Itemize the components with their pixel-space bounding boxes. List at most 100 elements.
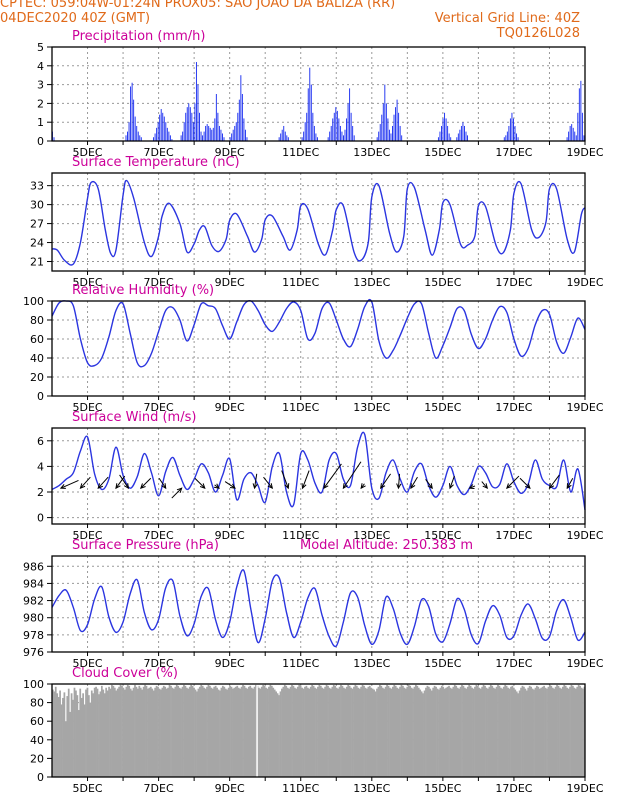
cloud-bar	[204, 688, 207, 777]
cloud-bar	[501, 688, 504, 777]
header-line1: CPTEC: 059:04W-01:24N PROX05: SAO JOAO D…	[0, 0, 396, 11]
precip-bar	[450, 137, 452, 141]
precip-bar	[188, 103, 190, 141]
cloud-bar	[415, 684, 417, 777]
cloud-bar	[394, 685, 397, 777]
precip-bar	[215, 94, 217, 141]
precip-bar	[437, 137, 439, 141]
precip-bar	[332, 118, 334, 141]
x-tick-label-wind: 5DEC	[72, 529, 102, 542]
cloud-bar	[89, 702, 92, 777]
precip-bar	[517, 137, 519, 141]
cloud-bar	[126, 684, 129, 777]
cloud-bar	[559, 687, 561, 777]
header-run-id: TQ0126L028	[496, 26, 580, 41]
cloud-bar	[292, 685, 295, 777]
wind-vector-head	[301, 483, 307, 490]
cloud-bar	[98, 694, 100, 777]
precip-bar	[209, 127, 211, 141]
cloud-bar	[380, 685, 383, 777]
cloud-bar	[550, 685, 553, 777]
wind-vector-head	[161, 483, 167, 490]
cloud-bar	[79, 688, 82, 777]
cloud-bar	[407, 684, 410, 777]
wind-vector	[281, 470, 289, 489]
x-tick-label-cloud: 15DEC	[424, 782, 461, 795]
precip-bar	[508, 125, 510, 141]
precip-bar	[338, 118, 340, 141]
y-tick-label-rh: 40	[30, 352, 44, 365]
cloud-bar	[554, 686, 557, 777]
cloud-bar	[427, 686, 430, 777]
cloud-bar	[224, 688, 227, 777]
x-tick-label-pres: 17DEC	[495, 657, 532, 670]
header-date: 04DEC2020 40Z (GMT)	[0, 11, 151, 26]
cloud-bar	[317, 686, 319, 777]
cloud-bar	[582, 688, 584, 777]
y-tick-label-pres: 976	[23, 646, 44, 659]
cloud-bar	[567, 688, 570, 777]
wind-vector-head	[482, 483, 489, 490]
cloud-bar	[279, 691, 282, 777]
x-tick-label-rh: 19DEC	[566, 401, 603, 414]
panel-title-pres: Surface Pressure (hPa)	[72, 538, 219, 553]
cloud-bar	[479, 688, 482, 777]
precip-bar	[229, 137, 231, 141]
cloud-bar	[118, 686, 121, 777]
cloud-bar	[551, 687, 554, 777]
precip-bar	[166, 127, 168, 141]
cloud-bar	[452, 686, 455, 777]
cloud-bar	[85, 689, 87, 777]
cloud-bar	[511, 685, 514, 777]
cloud-bar	[371, 688, 374, 777]
cloud-bar	[383, 688, 386, 777]
precip-bar	[583, 135, 585, 141]
precip-bar	[384, 84, 386, 141]
y-tick-label-precip: 5	[37, 41, 44, 54]
cloud-bar	[556, 684, 558, 777]
precip-bar	[330, 125, 332, 141]
cloud-bar	[243, 685, 246, 777]
cloud-bar	[223, 686, 226, 777]
cloud-bar	[188, 686, 191, 777]
cloud-bar	[442, 686, 445, 777]
cloud-bar	[469, 685, 472, 777]
x-tick-label-precip: 13DEC	[353, 146, 390, 159]
wind-vector	[380, 473, 391, 489]
cloud-bar	[160, 689, 162, 777]
cloud-bar	[502, 686, 505, 777]
cloud-bar	[458, 688, 460, 777]
cloud-bar	[335, 687, 338, 777]
cloud-bar	[164, 686, 167, 777]
x-tick-label-wind: 13DEC	[353, 529, 390, 542]
precip-bar	[350, 112, 352, 141]
x-tick-label-cloud: 13DEC	[353, 782, 390, 795]
cloud-bar	[355, 685, 358, 777]
precip-bar	[246, 137, 248, 141]
cloud-bar	[524, 688, 527, 777]
cloud-bar	[448, 685, 450, 777]
precip-bar	[447, 125, 449, 141]
precip-bar	[192, 122, 194, 141]
cloud-bar	[88, 695, 90, 777]
cloud-bar	[210, 687, 213, 777]
wind-vector	[302, 470, 310, 489]
precip-bar	[315, 133, 317, 141]
precip-bar	[460, 125, 462, 141]
cloud-bar	[344, 688, 347, 777]
precip-bar	[127, 131, 128, 141]
wind-vector-head	[506, 483, 512, 489]
wind-vector-head	[342, 483, 348, 490]
cloud-bar	[165, 688, 168, 777]
cloud-bar	[387, 685, 390, 777]
x-tick-label-precip: 19DEC	[566, 146, 603, 159]
cloud-bar	[561, 686, 564, 777]
precip-bar	[186, 107, 188, 141]
cloud-bar	[109, 688, 112, 777]
cloud-bar	[515, 691, 518, 777]
precip-bar	[125, 135, 127, 141]
cloud-bar	[347, 684, 350, 777]
x-tick-label-rh: 5DEC	[72, 401, 102, 414]
cloud-bar	[302, 688, 305, 777]
